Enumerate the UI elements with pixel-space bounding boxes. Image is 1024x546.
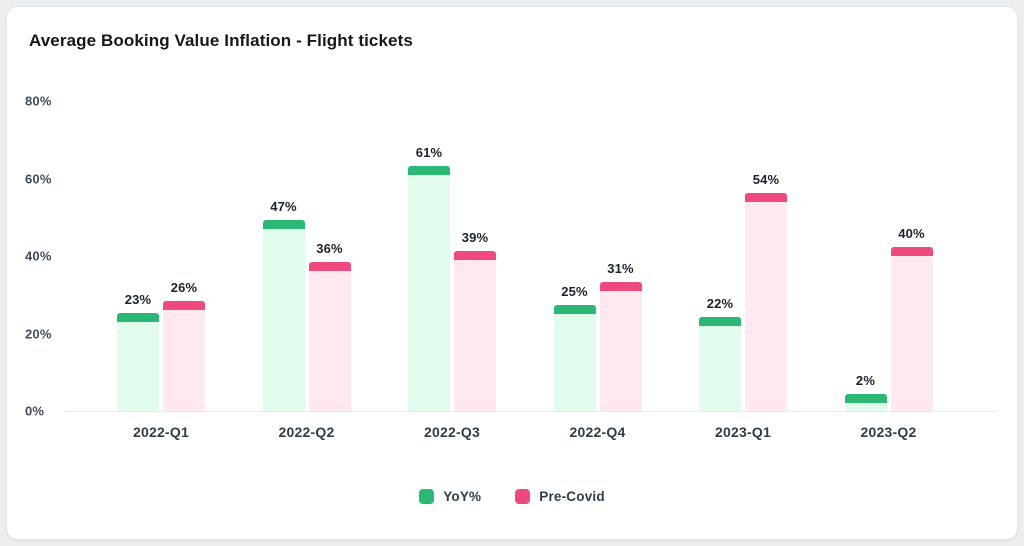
- y-axis-tick-label: 80%: [25, 93, 52, 109]
- x-axis-tick-label: 2022-Q3: [424, 424, 480, 440]
- bar-cap: [699, 317, 741, 326]
- bar-value-label: 22%: [706, 296, 734, 311]
- bar-yoy-2023-Q1[interactable]: [699, 317, 741, 411]
- bar-precovid-2022-Q4[interactable]: [599, 282, 642, 411]
- bar-yoy-2022-Q1[interactable]: [117, 313, 159, 411]
- x-axis-tick-label: 2023-Q1: [715, 424, 771, 440]
- bar-cap: [844, 394, 887, 403]
- legend-swatch-yoy: [419, 489, 435, 504]
- bar-body: [262, 229, 305, 411]
- bar-cap: [745, 193, 787, 202]
- legend-item-precovid[interactable]: Pre-Covid: [515, 489, 605, 504]
- bar-body: [599, 291, 642, 411]
- bar-body: [163, 310, 205, 411]
- bar-body: [408, 175, 450, 411]
- chart-card: Average Booking Value Inflation - Flight…: [6, 6, 1018, 540]
- y-axis-tick-label: 40%: [25, 248, 52, 264]
- bar-value-label: 47%: [270, 199, 297, 214]
- bar-yoy-2022-Q3[interactable]: [408, 166, 450, 411]
- x-axis-tick-label: 2022-Q4: [569, 424, 626, 440]
- y-axis-tick-label: 60%: [25, 171, 52, 186]
- bar-cap: [553, 305, 596, 314]
- bar-yoy-2023-Q2[interactable]: [844, 394, 887, 411]
- bar-body: [553, 314, 596, 411]
- bar-value-label: 31%: [607, 261, 634, 276]
- bar-value-label: 36%: [316, 241, 343, 256]
- bar-precovid-2022-Q3[interactable]: [454, 251, 496, 411]
- x-axis-line: [65, 411, 997, 412]
- bar-value-label: 26%: [170, 280, 198, 295]
- bar-precovid-2023-Q1[interactable]: [745, 193, 787, 411]
- bar-yoy-2022-Q2[interactable]: [262, 220, 305, 411]
- bar-value-label: 61%: [415, 145, 443, 160]
- bar-cap: [408, 166, 450, 175]
- bar-chart-plot: 0% 20% 40% 60% 80% 23% 26% 2022-Q1 47% 36% 2022-Q2…: [7, 7, 1017, 539]
- x-axis-tick-label: 2023-Q2: [860, 424, 917, 440]
- bar-body: [308, 271, 351, 411]
- bar-value-label: 54%: [752, 172, 780, 187]
- bar-yoy-2022-Q4[interactable]: [553, 305, 596, 411]
- bar-precovid-2023-Q2[interactable]: [890, 247, 933, 411]
- legend-label-yoy: YoY%: [443, 489, 482, 504]
- bar-cap: [890, 247, 933, 256]
- bar-body: [844, 403, 887, 411]
- legend-label-precovid: Pre-Covid: [539, 489, 605, 504]
- bar-body: [890, 256, 933, 411]
- x-axis-tick-label: 2022-Q1: [133, 424, 189, 440]
- bar-value-label: 25%: [561, 284, 588, 299]
- bar-value-label: 23%: [124, 292, 152, 307]
- bar-body: [117, 322, 159, 411]
- bar-value-label: 39%: [461, 230, 489, 245]
- bar-cap: [308, 262, 351, 271]
- y-axis-tick-label: 20%: [25, 326, 52, 341]
- chart-legend: YoY% Pre-Covid: [7, 489, 1017, 504]
- bar-cap: [454, 251, 496, 260]
- bar-cap: [163, 301, 205, 310]
- bar-cap: [117, 313, 159, 322]
- bar-body: [699, 326, 741, 411]
- legend-swatch-precovid: [515, 489, 531, 504]
- x-axis-tick-label: 2022-Q2: [278, 424, 335, 440]
- bar-precovid-2022-Q1[interactable]: [163, 301, 205, 411]
- chart-title: Average Booking Value Inflation - Flight…: [29, 31, 413, 50]
- legend-item-yoy[interactable]: YoY%: [419, 489, 481, 504]
- y-axis-tick-label: 0%: [25, 403, 45, 419]
- bar-precovid-2022-Q2[interactable]: [308, 262, 351, 411]
- bar-cap: [599, 282, 642, 291]
- bar-cap: [262, 220, 305, 229]
- bar-body: [454, 260, 496, 411]
- bar-value-label: 2%: [855, 373, 876, 388]
- bar-value-label: 40%: [898, 226, 925, 241]
- bar-body: [745, 202, 787, 411]
